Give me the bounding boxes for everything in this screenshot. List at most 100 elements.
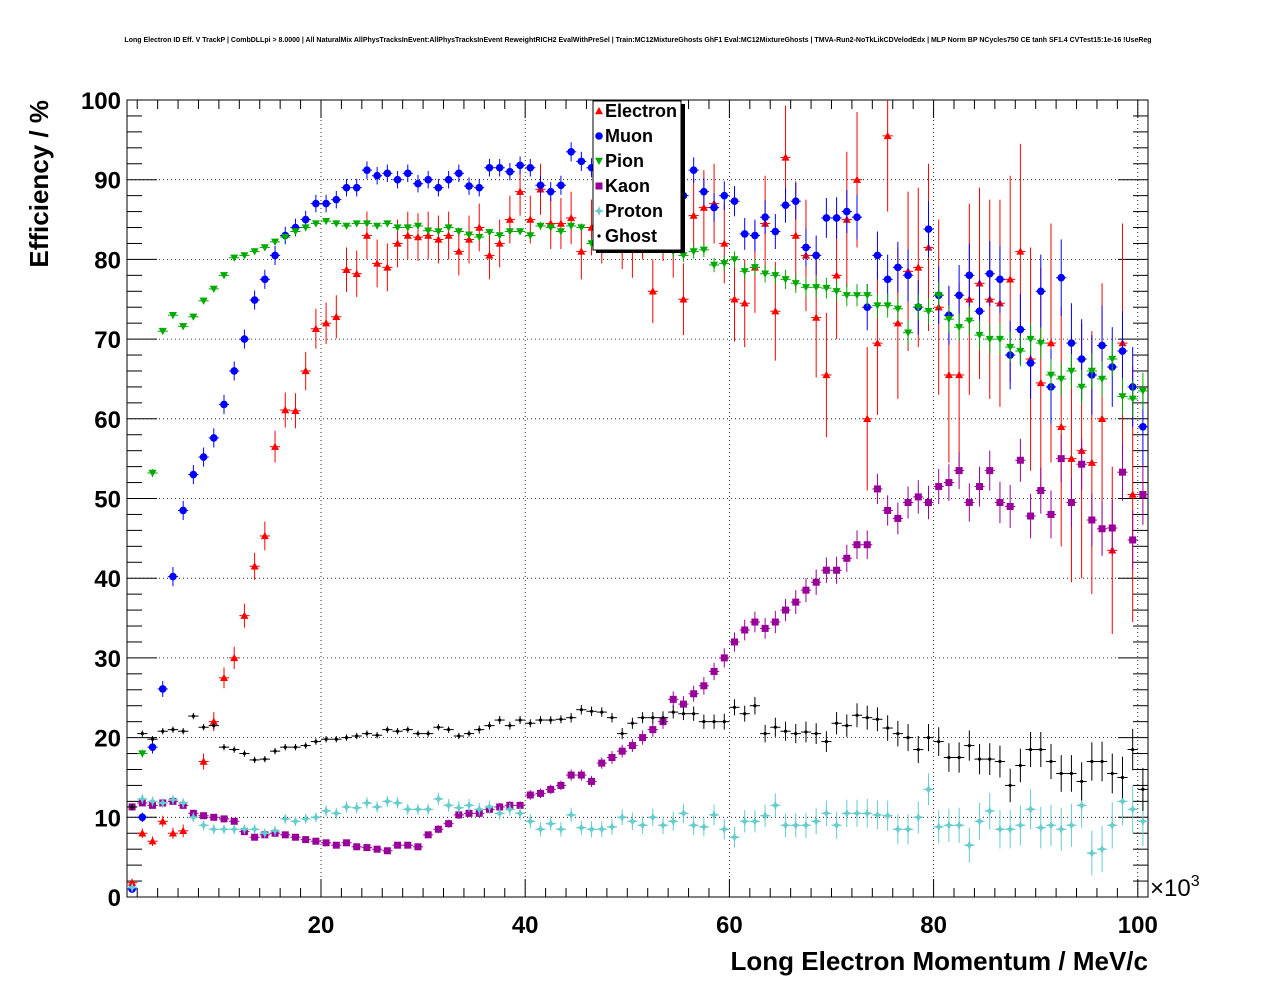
- proton-marker: [1117, 796, 1128, 807]
- ghost-data-point: [637, 712, 648, 724]
- proton-marker: [249, 824, 260, 835]
- muon-data-point: [474, 178, 485, 197]
- muon-marker: [985, 269, 994, 278]
- ghost-marker: [947, 755, 951, 760]
- pion-marker: [1108, 355, 1117, 364]
- pion-data-point: [566, 221, 577, 230]
- pion-marker: [179, 323, 188, 331]
- ghost-marker: [385, 728, 389, 732]
- proton-data-point: [913, 801, 924, 834]
- proton-marker: [852, 808, 863, 819]
- legend-box: [592, 100, 682, 251]
- pion-marker: [424, 227, 433, 235]
- kaon-data-point: [923, 485, 934, 520]
- legend-item-ghost: Ghost: [597, 226, 657, 246]
- kaon-marker: [1047, 510, 1055, 518]
- proton-data-point: [269, 825, 281, 836]
- pion-marker: [720, 260, 729, 268]
- electron-marker: [413, 233, 422, 241]
- ghost-marker: [794, 732, 798, 736]
- kaon-data-point: [954, 452, 965, 489]
- kaon-marker: [414, 843, 422, 851]
- muon-marker: [832, 214, 841, 222]
- ghost-marker: [1110, 771, 1114, 776]
- y-tick-label: 50: [94, 487, 121, 514]
- kaon-data-point: [1015, 438, 1026, 482]
- proton-data-point: [657, 816, 669, 835]
- pion-data-point: [157, 327, 168, 336]
- ghost-data-point: [892, 720, 903, 747]
- kaon-data-point: [1035, 467, 1046, 514]
- electron-marker: [873, 339, 882, 347]
- ghost-data-point: [566, 712, 577, 723]
- series-muon: [127, 142, 1148, 893]
- proton-data-point: [790, 813, 801, 838]
- kaon-marker: [588, 777, 596, 785]
- kaon-data-point: [249, 833, 260, 841]
- muon-data-point: [382, 164, 393, 183]
- proton-data-point: [770, 793, 781, 818]
- ghost-marker: [416, 732, 420, 736]
- legend-marker-pion: [595, 157, 603, 165]
- proton-data-point: [729, 826, 740, 848]
- ghost-data-point: [596, 707, 607, 717]
- muon-marker: [873, 251, 882, 260]
- pion-marker: [1087, 367, 1096, 375]
- proton-marker: [698, 821, 709, 832]
- electron-marker: [311, 324, 320, 332]
- muon-marker: [751, 231, 759, 240]
- proton-marker: [790, 820, 801, 831]
- pion-marker: [556, 228, 565, 236]
- muon-data-point: [269, 245, 281, 265]
- ghost-data-point: [719, 713, 730, 730]
- electron-data-point: [280, 392, 291, 428]
- electron-data-point: [229, 646, 240, 670]
- x-tick-label: 80: [920, 912, 947, 939]
- proton-data-point: [392, 797, 403, 809]
- electron-data-point: [882, 100, 893, 212]
- ghost-data-point: [433, 724, 444, 731]
- electron-data-point: [862, 347, 873, 491]
- pion-data-point: [1025, 323, 1036, 356]
- proton-data-point: [310, 812, 321, 823]
- ghost-data-point: [504, 721, 515, 730]
- pion-marker: [577, 224, 586, 232]
- proton-marker: [494, 808, 505, 819]
- muon-marker: [1026, 359, 1035, 367]
- proton-marker: [596, 824, 607, 835]
- pion-marker: [1077, 383, 1086, 391]
- kaon-marker: [291, 833, 299, 841]
- muon-data-point: [698, 178, 709, 206]
- proton-data-point: [851, 799, 863, 827]
- pion-data-point: [555, 227, 567, 236]
- pion-data-point: [372, 222, 383, 230]
- proton-data-point: [1066, 803, 1077, 847]
- electron-data-point: [290, 393, 301, 429]
- proton-data-point: [361, 797, 373, 809]
- proton-data-point: [617, 809, 628, 826]
- pion-data-point: [412, 222, 424, 230]
- electron-marker: [168, 829, 177, 837]
- proton-marker: [668, 816, 679, 827]
- y-tick-label: 70: [94, 327, 121, 354]
- muon-marker: [322, 199, 330, 208]
- legend-label-muon: Muon: [605, 126, 653, 146]
- ghost-marker: [681, 712, 686, 716]
- pion-marker: [730, 256, 739, 264]
- pion-data-point: [984, 324, 995, 354]
- pion-data-point: [188, 313, 199, 321]
- ghost-marker: [988, 757, 992, 761]
- electron-data-point: [423, 211, 434, 260]
- electron-marker: [955, 370, 964, 379]
- ghost-data-point: [729, 699, 740, 716]
- kaon-data-point: [361, 844, 373, 852]
- muon-marker: [843, 207, 851, 216]
- proton-marker: [1107, 820, 1118, 831]
- proton-marker: [811, 816, 822, 827]
- proton-marker: [903, 824, 914, 835]
- muon-data-point: [525, 158, 536, 177]
- kaon-data-point: [851, 530, 863, 560]
- ghost-marker: [620, 732, 624, 736]
- ghost-data-point: [412, 730, 424, 737]
- proton-marker: [892, 824, 903, 835]
